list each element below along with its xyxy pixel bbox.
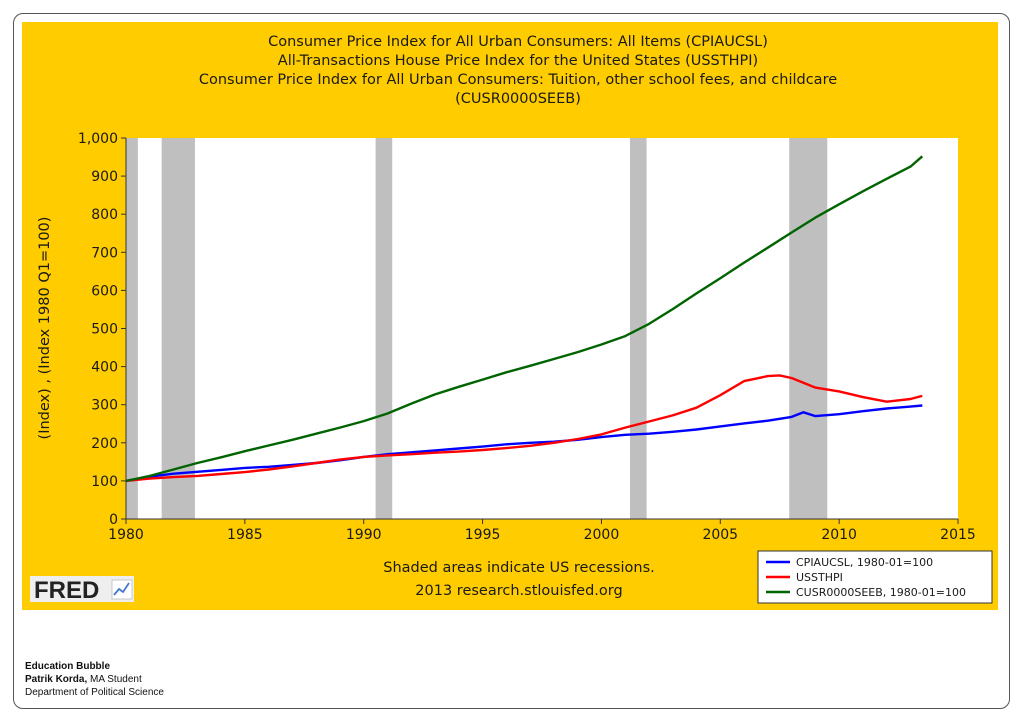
y-tick-label: 500: [91, 322, 118, 338]
fred-logo-text: FRED: [34, 577, 99, 604]
footer-credits: Education Bubble Patrik Korda, MA Studen…: [25, 660, 164, 699]
y-tick-label: 900: [91, 169, 118, 185]
recession-band-2: [375, 138, 393, 519]
footer-title: Education Bubble: [25, 661, 110, 672]
series-line-1: [125, 374, 923, 483]
series-line-0: [125, 404, 923, 483]
series-lines: [125, 155, 924, 483]
x-tick-label: 2005: [702, 527, 738, 543]
footer-author-name: Patrik Korda,: [25, 674, 88, 685]
y-axis-label: (Index) , (Index 1980 Q1=100): [37, 217, 53, 440]
x-tick-label: 1990: [346, 527, 382, 543]
footer-department: Department of Political Science: [25, 687, 164, 698]
y-tick-label: 0: [109, 512, 118, 528]
footer-author-line: Patrik Korda, MA Student: [25, 673, 164, 686]
legend: CPIAUCSL, 1980-01=100 USSTHPI CUSR0000SEEB…: [757, 550, 993, 604]
title-line-4: (CUSR0000SEEB): [455, 91, 581, 107]
source-note: 2013 research.stlouisfed.org: [415, 583, 622, 599]
recession-band-1: [161, 138, 195, 519]
series-line-2: [125, 155, 924, 483]
x-tick-label: 2015: [940, 527, 976, 543]
chart-panel: Consumer Price Index for All Urban Consu…: [22, 22, 998, 610]
x-tick-label: 1980: [108, 527, 144, 543]
fred-logo: FRED: [30, 576, 134, 604]
x-axis-ticks: 1980 1985 1990 1995 2000 2005 2010 2015: [108, 519, 976, 543]
plot-area: [126, 138, 958, 519]
legend-label-2: CUSR0000SEEB, 1980-01=100: [796, 586, 966, 599]
y-tick-label: 100: [91, 474, 118, 490]
legend-label-0: CPIAUCSL, 1980-01=100: [796, 556, 933, 569]
title-line-2: All-Transactions House Price Index for t…: [278, 53, 758, 69]
y-tick-label: 600: [91, 283, 118, 299]
x-tick-label: 2010: [821, 527, 857, 543]
y-tick-label: 200: [91, 436, 118, 452]
legend-label-1: USSTHPI: [796, 571, 843, 584]
title-line-3: Consumer Price Index for All Urban Consu…: [199, 72, 837, 88]
recession-band-4: [789, 138, 828, 519]
footer-author-role: MA Student: [87, 674, 142, 685]
chart-canvas: Consumer Price Index for All Urban Consu…: [30, 34, 993, 604]
fred-chart-icon: [111, 579, 133, 600]
y-tick-label: 700: [91, 245, 118, 261]
y-tick-label: 1,000: [78, 131, 118, 147]
x-tick-label: 1985: [227, 527, 263, 543]
y-tick-label: 300: [91, 398, 118, 414]
title-line-1: Consumer Price Index for All Urban Consu…: [268, 34, 768, 50]
title-block: Consumer Price Index for All Urban Consu…: [199, 34, 837, 107]
x-tick-label: 2000: [584, 527, 620, 543]
recession-band-0: [126, 138, 138, 519]
y-tick-label: 800: [91, 207, 118, 223]
recession-note: Shaded areas indicate US recessions.: [383, 560, 655, 576]
y-axis-ticks: 0 100 200 300 400 500 600 700 800 900 1,000: [78, 131, 126, 528]
x-tick-label: 1995: [465, 527, 501, 543]
y-tick-label: 400: [91, 360, 118, 376]
recession-shading: [126, 138, 828, 519]
